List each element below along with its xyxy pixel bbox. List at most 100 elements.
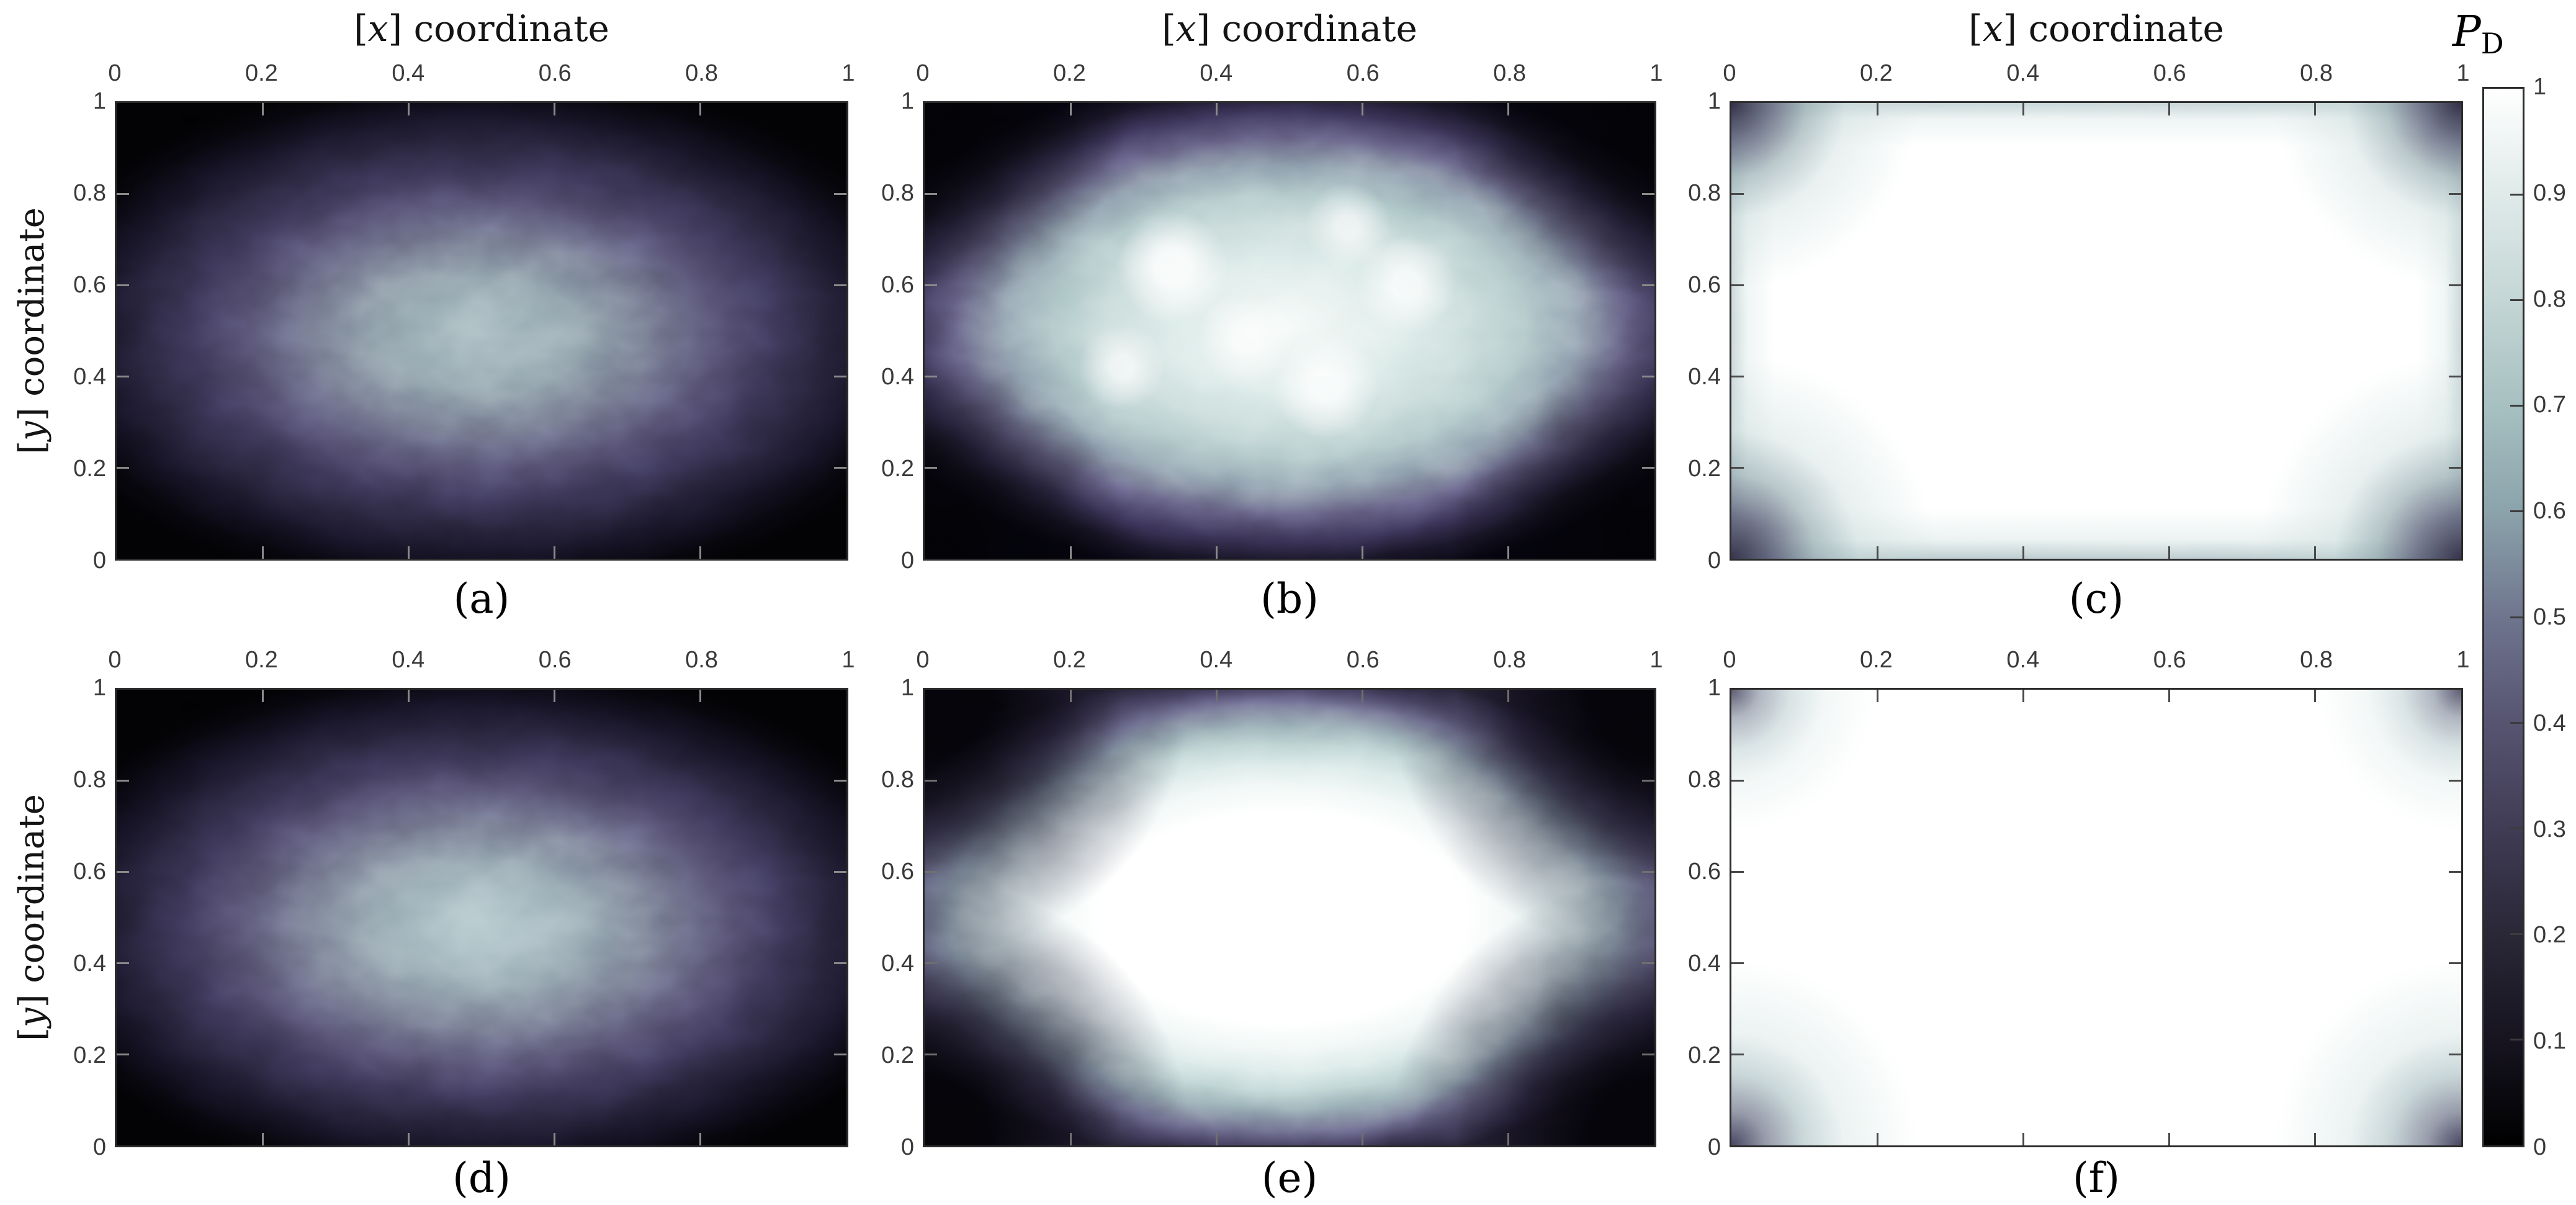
x-tick-label: 0.6: [1346, 60, 1380, 86]
x-tick-label: 0.8: [2300, 647, 2333, 673]
heatmap-panel-b: [923, 101, 1656, 561]
colorbar-tick-label: 0.9: [2533, 179, 2566, 206]
x-axis-title: [x] coordinate: [1968, 7, 2224, 50]
y-tick-mark: [925, 1053, 937, 1055]
y-tick-mark: [2449, 466, 2461, 469]
colorbar-tick-label: 0: [2533, 1134, 2547, 1160]
x-tick-label: 1: [841, 647, 855, 673]
y-tick-mark: [117, 193, 129, 196]
colorbar-title-main: P: [2453, 7, 2481, 56]
x-tick-label: 0: [916, 647, 930, 673]
noise-texture: [1731, 103, 2461, 559]
x-tick-label: 1: [2456, 647, 2470, 673]
x-tick-label: 0.6: [1346, 647, 1380, 673]
colorbar-tick-label: 0.1: [2533, 1028, 2566, 1055]
colorbar-title-sub: D: [2480, 27, 2504, 60]
y-tick-mark: [117, 780, 129, 782]
y-tick-mark: [2449, 1053, 2461, 1055]
x-tick-mark: [699, 690, 702, 702]
x-tick-mark: [1876, 103, 1878, 115]
x-tick-label: 0.4: [1200, 60, 1233, 86]
y-axis-title: [y] coordinate: [12, 207, 52, 454]
y-tick-label: 0.2: [881, 456, 914, 482]
y-tick-mark: [925, 284, 937, 287]
y-tick-mark: [1642, 193, 1654, 196]
x-tick-label: 0: [1723, 647, 1736, 673]
y-tick-mark: [1642, 962, 1654, 964]
x-tick-mark: [261, 103, 264, 115]
x-tick-label: 0.6: [538, 647, 572, 673]
x-tick-mark: [554, 690, 556, 702]
colorbar: 1 0.9 0.8 0.7 0.6 0.5 0.4 0.3 0.2 0.1 0: [2482, 74, 2576, 1160]
noise-texture: [117, 103, 846, 559]
y-tick-mark: [1642, 375, 1654, 377]
colorbar-tick-mark: [2510, 616, 2523, 618]
x-tick-label: 0.4: [392, 647, 425, 673]
y-tick-mark: [1731, 375, 1744, 377]
y-tick-mark: [117, 284, 129, 287]
y-tick-mark: [925, 466, 937, 469]
x-tick-label: 1: [1649, 647, 1663, 673]
y-tick-label: 0: [1707, 1134, 1721, 1160]
colorbar-tick-label: 1: [2533, 74, 2547, 100]
y-tick-label: 0.4: [881, 364, 914, 390]
x-tick-mark: [554, 103, 556, 115]
panel-caption-b: (b): [1260, 575, 1319, 623]
y-tick-mark: [2449, 375, 2461, 377]
y-tick-label: 0.4: [73, 364, 106, 390]
x-tick-mark: [2314, 1133, 2317, 1145]
x-tick-mark: [261, 1133, 264, 1145]
panel-caption-d: (d): [452, 1154, 511, 1202]
y-tick-label: 0.4: [881, 950, 914, 977]
y-tick-label: 0.6: [881, 859, 914, 885]
x-tick-mark: [1507, 1133, 1510, 1145]
y-tick-label: 0.6: [1688, 272, 1721, 298]
colorbar-tick-label: 0.8: [2533, 286, 2566, 312]
heatmap-panel-c: [1730, 101, 2463, 561]
y-tick-label: 0.2: [1688, 456, 1721, 482]
x-tick-mark: [1876, 546, 1878, 559]
colorbar-tick-mark: [2510, 933, 2523, 936]
x-tick-mark: [407, 1133, 410, 1145]
x-tick-label: 0.4: [1200, 647, 1233, 673]
y-tick-mark: [117, 962, 129, 964]
y-tick-label: 0.8: [73, 180, 106, 206]
y-tick-label: 0.4: [1688, 950, 1721, 977]
x-tick-label: 0.2: [245, 60, 278, 86]
y-tick-label: 0.2: [73, 456, 106, 482]
x-tick-mark: [2168, 103, 2171, 115]
y-tick-mark: [925, 193, 937, 196]
colorbar-gradient: [2482, 87, 2524, 1147]
y-tick-mark: [1642, 871, 1654, 873]
x-tick-label: 0.8: [685, 60, 718, 86]
y-tick-mark: [925, 780, 937, 782]
x-tick-mark: [554, 546, 556, 559]
y-tick-label: 1: [900, 675, 914, 701]
x-tick-mark: [2022, 1133, 2024, 1145]
y-tick-mark: [1642, 466, 1654, 469]
y-tick-label: 0.4: [73, 950, 106, 977]
heatmap-panel-d: [115, 688, 848, 1147]
x-tick-label: 0.8: [685, 647, 718, 673]
y-tick-label: 1: [92, 675, 106, 701]
x-tick-mark: [554, 1133, 556, 1145]
colorbar-tick-label: 0.5: [2533, 604, 2566, 630]
x-axis-title: [x] coordinate: [1162, 7, 1417, 50]
colorbar-tick-mark: [2510, 193, 2523, 196]
x-tick-label: 1: [2456, 60, 2470, 86]
y-tick-label: 0.8: [881, 180, 914, 206]
y-tick-mark: [1731, 284, 1744, 287]
x-tick-mark: [1362, 103, 1364, 115]
x-tick-mark: [1069, 1133, 1072, 1145]
x-tick-label: 1: [1649, 60, 1663, 86]
y-tick-mark: [834, 193, 846, 196]
y-tick-mark: [1731, 780, 1744, 782]
x-tick-mark: [1215, 103, 1218, 115]
colorbar-tick-label: 0.6: [2533, 498, 2566, 525]
panel-caption-e: (e): [1261, 1154, 1318, 1202]
x-tick-mark: [261, 690, 264, 702]
y-tick-mark: [2449, 193, 2461, 196]
y-tick-label: 0.8: [1688, 767, 1721, 793]
colorbar-title: PD: [2453, 7, 2504, 60]
y-tick-mark: [117, 871, 129, 873]
